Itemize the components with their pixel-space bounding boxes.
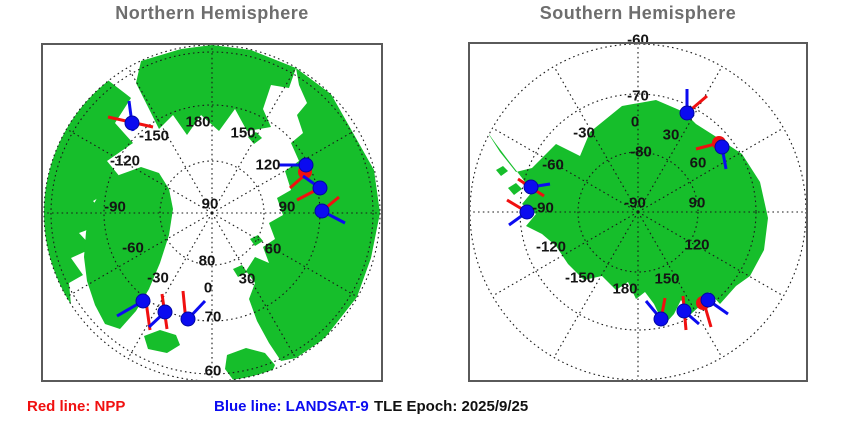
legend-red-line-npp: Red line: NPP [27, 398, 126, 415]
legend-bar: Red line: NPP Blue line: LANDSAT-9 TLE E… [0, 398, 850, 420]
landmass-britain [225, 348, 275, 381]
landmass-iceland [144, 330, 180, 353]
landmass-greenland [84, 167, 173, 329]
south-map-canvas [469, 43, 807, 381]
north-hemisphere-map: 180 150 120 90 60 30 0 -30 -60 -90 -120 -150 90 80 70 6… [41, 43, 383, 382]
antarctic-islet [508, 183, 522, 195]
south-satellite-markers [506, 89, 730, 331]
landmass-siberia [136, 45, 296, 135]
north-hemisphere-title: Northern Hemisphere [115, 3, 309, 23]
south-hemisphere-map: 0 30 60 90 120 150 180 -150 -120 -90 -60 -30 -60 -70-… [468, 33, 808, 382]
antarctic-islet [496, 166, 508, 176]
landmass-russia-scandinavia [246, 68, 380, 361]
arctic-islet [233, 265, 247, 277]
north-satellite-markers [107, 100, 346, 331]
legend-blue-line-landsat9: Blue line: LANDSAT-9 [214, 398, 369, 415]
north-map-canvas [43, 44, 381, 382]
legend-tle-epoch: TLE Epoch: 2025/9/25 [374, 398, 529, 415]
arctic-islet [250, 235, 263, 246]
south-hemisphere-title: Southern Hemisphere [539, 3, 737, 23]
north-landmasses [44, 45, 380, 381]
